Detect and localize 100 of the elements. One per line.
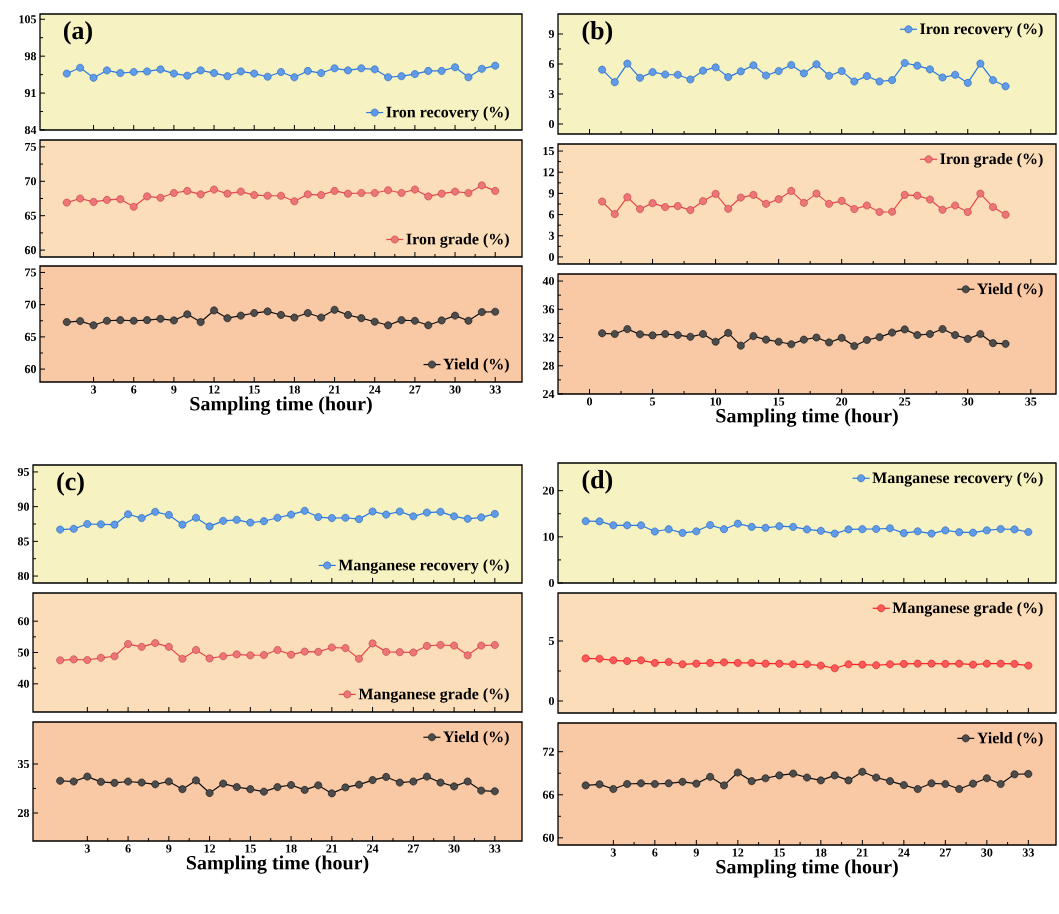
point [581, 517, 590, 526]
point [250, 309, 259, 317]
point [976, 189, 985, 198]
point [598, 329, 607, 338]
point [83, 520, 92, 528]
point [330, 187, 339, 195]
y-tick-label: 95 [17, 467, 30, 476]
point [124, 640, 132, 648]
legend-label: Manganese grade (%) [358, 688, 509, 703]
point [837, 333, 846, 342]
point [178, 654, 187, 663]
point [623, 325, 632, 333]
point [69, 777, 78, 786]
point [927, 529, 936, 538]
point [477, 513, 486, 522]
point [661, 70, 670, 79]
point [423, 642, 431, 650]
point [899, 781, 908, 789]
point [178, 785, 187, 794]
point [76, 194, 85, 203]
point [637, 779, 645, 788]
point [450, 782, 458, 791]
point [775, 771, 784, 780]
legend-label: Manganese grade (%) [892, 601, 1043, 617]
legend-label: Yield (%) [977, 282, 1043, 298]
point [164, 511, 173, 519]
point [982, 526, 991, 535]
point [290, 73, 299, 82]
y-tick-label: 75 [25, 268, 37, 277]
legend-label: Iron recovery (%) [386, 106, 509, 121]
point [941, 526, 950, 535]
point [143, 67, 152, 76]
x-tick-label: 30 [981, 848, 993, 857]
point [370, 189, 379, 197]
point [955, 785, 964, 793]
point [650, 780, 659, 788]
y-tick-label: 20 [542, 486, 555, 495]
point [951, 331, 960, 339]
point [850, 205, 859, 213]
y-tick-label: 0 [548, 119, 555, 129]
point [789, 523, 798, 531]
point [437, 316, 446, 325]
point [395, 507, 404, 516]
point [825, 199, 833, 208]
x-tick-label: 6 [652, 848, 658, 857]
point [736, 193, 745, 202]
point [97, 777, 105, 786]
point [610, 78, 619, 87]
point [290, 197, 299, 206]
point [263, 307, 272, 316]
point [749, 332, 758, 341]
point [236, 67, 245, 76]
y-tick-label: 65 [24, 332, 37, 341]
point [886, 524, 894, 533]
point [963, 78, 972, 87]
point [699, 197, 707, 206]
point [799, 335, 808, 344]
point [97, 653, 105, 662]
y-tick-label: 9 [548, 29, 555, 39]
y-tick-label: 12 [543, 168, 554, 177]
point [686, 206, 695, 214]
point [673, 202, 682, 211]
point [816, 776, 825, 785]
y-tick-label: 84 [24, 125, 37, 135]
point [749, 190, 758, 199]
x-tick-label: 24 [898, 848, 910, 857]
x-tick-label: 35 [1025, 397, 1037, 406]
point [382, 647, 391, 656]
point [686, 332, 695, 341]
y-tick-label: 15 [543, 147, 555, 156]
y-tick-label: 35 [17, 759, 30, 769]
x-axis-title: Sampling time (hour) [716, 408, 898, 427]
point [317, 69, 326, 77]
point [327, 514, 336, 522]
y-tick-label: 32 [542, 333, 554, 342]
point [761, 523, 770, 532]
y-tick-label: 6 [548, 59, 555, 69]
point [260, 517, 268, 526]
point [724, 73, 733, 81]
point [463, 777, 472, 786]
legend-label: Yield (%) [977, 732, 1043, 747]
point [888, 328, 897, 337]
point [888, 76, 897, 85]
y-tick-label: 10 [543, 532, 555, 541]
point [137, 778, 146, 787]
x-tick-label: 6 [131, 385, 137, 394]
x-axis-title: Sampling time (hour) [186, 855, 369, 874]
x-tick-label: 30 [448, 844, 460, 853]
y-tick-label: 40 [17, 679, 30, 688]
point [69, 524, 78, 533]
point [787, 340, 796, 349]
point [451, 63, 459, 72]
x-tick-label: 33 [489, 385, 501, 394]
point [395, 778, 404, 787]
x-tick-label: 3 [91, 385, 97, 394]
point [76, 317, 85, 325]
y-tick-label: 98 [24, 52, 37, 61]
y-tick-label: 9 [548, 189, 555, 198]
point [803, 773, 811, 782]
point [623, 59, 632, 68]
